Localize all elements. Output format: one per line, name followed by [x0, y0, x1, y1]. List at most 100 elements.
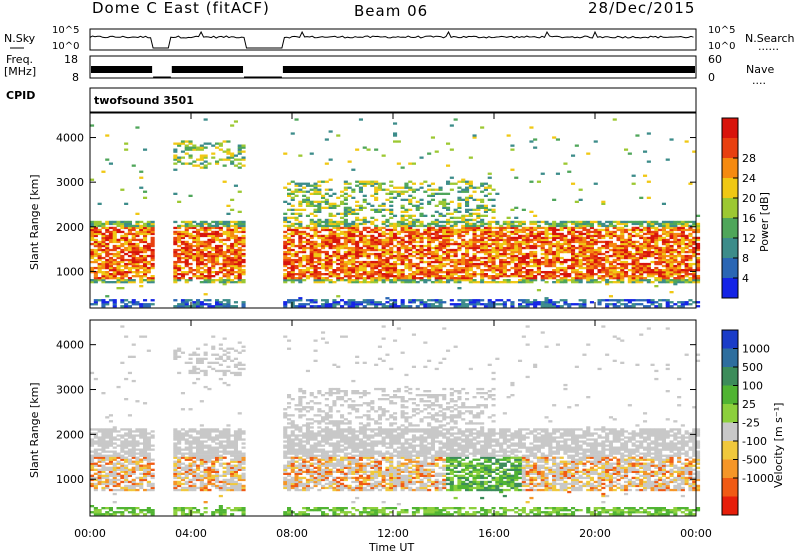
- range-cell: [298, 184, 303, 187]
- range-cell: [226, 305, 231, 308]
- range-cell: [355, 244, 360, 248]
- range-cell: [173, 357, 178, 360]
- range-cell: [374, 210, 379, 213]
- range-cell: [230, 279, 235, 282]
- range-cell: [582, 252, 587, 256]
- range-cell: [472, 226, 477, 230]
- range-cell: [302, 182, 307, 185]
- range-cell: [370, 262, 375, 266]
- range-cell: [582, 228, 587, 232]
- range-cell: [105, 260, 110, 264]
- range-cell: [226, 158, 231, 161]
- range-cell: [593, 248, 598, 252]
- range-cell: [673, 222, 678, 226]
- range-cell: [427, 275, 432, 278]
- range-cell: [684, 234, 689, 238]
- range-cell: [196, 266, 201, 270]
- range-cell: [502, 248, 507, 252]
- range-cell: [290, 303, 295, 306]
- range-cell: [491, 254, 496, 258]
- range-cell: [635, 269, 640, 272]
- range-cell: [525, 228, 530, 232]
- range-cell: [688, 299, 693, 302]
- range-cell: [411, 262, 416, 266]
- range-cell: [650, 246, 655, 250]
- range-cell: [495, 275, 500, 278]
- range-cell: [139, 428, 144, 431]
- range-cell: [332, 246, 337, 250]
- range-cell: [218, 240, 223, 244]
- range-cell: [340, 190, 345, 193]
- range-cell: [351, 275, 356, 278]
- range-cell: [374, 264, 379, 268]
- range-cell: [631, 277, 636, 280]
- range-cell: [635, 232, 640, 236]
- range-cell: [593, 279, 598, 282]
- range-cell: [578, 232, 583, 236]
- range-cell: [112, 266, 117, 270]
- range-cell: [207, 228, 212, 232]
- range-cell: [696, 252, 701, 256]
- range-cell: [571, 244, 576, 248]
- range-cell: [608, 299, 613, 302]
- range-cell: [510, 248, 515, 252]
- range-cell: [211, 220, 216, 224]
- range-cell: [108, 466, 113, 469]
- range-cell: [393, 256, 398, 260]
- range-cell: [101, 438, 106, 441]
- range-cell: [199, 220, 204, 224]
- range-cell: [101, 436, 106, 439]
- range-cell: [358, 238, 363, 242]
- range-cell: [101, 260, 106, 264]
- range-cell: [328, 303, 333, 306]
- range-cell: [673, 266, 678, 270]
- range-cell: [389, 269, 394, 272]
- range-cell: [514, 232, 519, 236]
- range-cell: [313, 299, 318, 302]
- range-cell: [302, 248, 307, 252]
- range-cell: [143, 476, 148, 480]
- range-cell: [336, 222, 341, 226]
- range-cell: [449, 264, 454, 268]
- range-cell: [639, 256, 644, 260]
- range-cell: [203, 166, 208, 169]
- range-cell: [510, 220, 515, 224]
- range-cell: [343, 242, 348, 246]
- range-cell: [627, 250, 632, 254]
- range-cell: [124, 248, 129, 252]
- range-cell: [552, 220, 557, 224]
- range-cell: [112, 458, 117, 461]
- range-cell: [635, 134, 640, 137]
- range-cell: [696, 238, 701, 242]
- range-cell: [555, 281, 560, 284]
- range-cell: [218, 269, 223, 272]
- range-cell: [499, 232, 504, 236]
- range-cell: [203, 264, 208, 268]
- range-cell: [491, 246, 496, 250]
- range-cell: [442, 232, 447, 236]
- range-cell: [385, 244, 390, 248]
- range-cell: [143, 244, 148, 248]
- range-cell: [453, 248, 458, 252]
- range-cell: [465, 258, 470, 262]
- range-cell: [302, 256, 307, 260]
- range-cell: [324, 240, 329, 244]
- range-cell: [571, 248, 576, 252]
- range-cell: [362, 222, 367, 226]
- range-cell: [673, 242, 678, 246]
- range-cell: [180, 256, 185, 260]
- range-cell: [612, 281, 617, 284]
- range-cell: [146, 472, 151, 475]
- range-cell: [237, 162, 242, 165]
- range-cell: [612, 118, 617, 121]
- range-cell: [552, 230, 557, 234]
- range-cell: [131, 355, 136, 358]
- range-cell: [362, 226, 367, 230]
- range-cell: [457, 260, 462, 264]
- range-cell: [355, 279, 360, 282]
- range-cell: [93, 462, 98, 465]
- range-cell: [302, 264, 307, 268]
- range-cell: [468, 258, 473, 262]
- range-cell: [108, 252, 113, 256]
- range-cell: [124, 305, 129, 308]
